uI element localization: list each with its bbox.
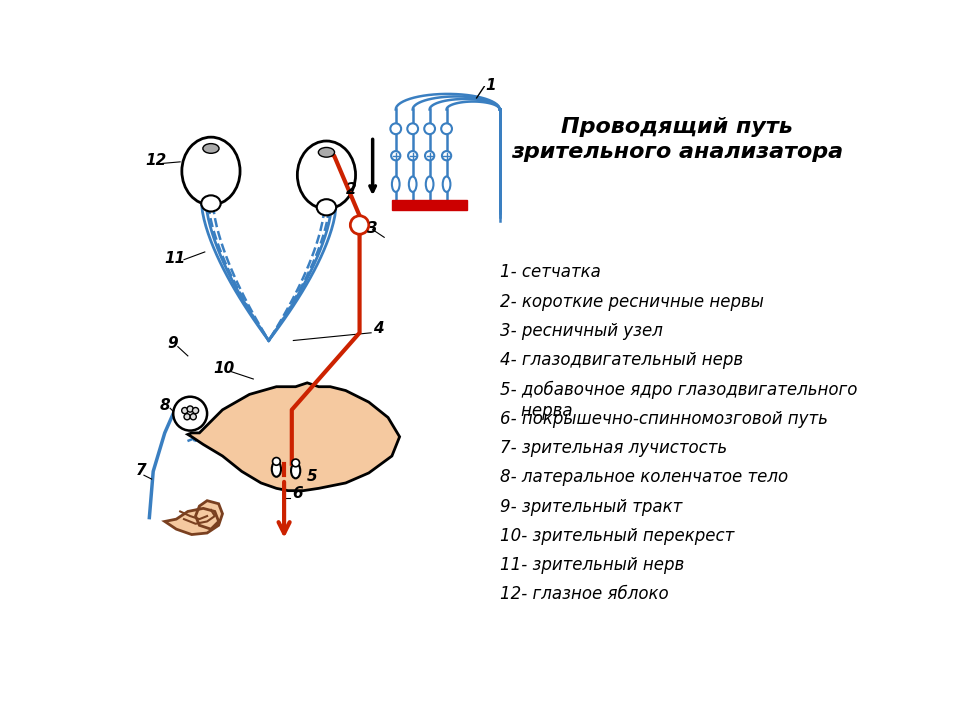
Text: 8- латеральное коленчатое тело: 8- латеральное коленчатое тело	[500, 468, 788, 486]
Circle shape	[273, 457, 280, 465]
Circle shape	[173, 397, 207, 431]
Polygon shape	[188, 383, 399, 490]
Text: 12- глазное яблоко: 12- глазное яблоко	[500, 585, 668, 603]
Text: 3: 3	[368, 221, 378, 235]
Text: 4- глазодвигательный нерв: 4- глазодвигательный нерв	[500, 351, 743, 369]
Circle shape	[350, 216, 369, 234]
Circle shape	[192, 408, 199, 414]
Circle shape	[407, 123, 418, 134]
Text: 2: 2	[346, 182, 356, 197]
Text: 10: 10	[213, 361, 234, 376]
Ellipse shape	[409, 176, 417, 192]
Circle shape	[442, 123, 452, 134]
Ellipse shape	[319, 148, 334, 157]
Ellipse shape	[272, 462, 281, 477]
Text: 9- зрительный тракт: 9- зрительный тракт	[500, 498, 682, 516]
Circle shape	[408, 151, 418, 161]
Text: 11- зрительный нерв: 11- зрительный нерв	[500, 556, 684, 574]
FancyBboxPatch shape	[392, 200, 468, 210]
Text: 4: 4	[372, 321, 383, 336]
Text: 3- ресничный узел: 3- ресничный узел	[500, 322, 662, 340]
Text: 5- добавочное ядро глазодвигательного
    нерва: 5- добавочное ядро глазодвигательного не…	[500, 381, 857, 420]
Text: 1- сетчатка: 1- сетчатка	[500, 264, 601, 282]
Text: 2- короткие ресничные нервы: 2- короткие ресничные нервы	[500, 293, 763, 311]
Circle shape	[425, 151, 434, 161]
Circle shape	[292, 459, 300, 467]
Text: 9: 9	[167, 336, 178, 351]
Circle shape	[184, 414, 190, 420]
Text: 1: 1	[486, 78, 496, 94]
Circle shape	[424, 123, 435, 134]
Ellipse shape	[443, 176, 450, 192]
Text: 11: 11	[165, 251, 186, 266]
Circle shape	[190, 414, 197, 420]
Ellipse shape	[202, 195, 221, 212]
Circle shape	[181, 408, 188, 414]
Text: 10- зрительный перекрест: 10- зрительный перекрест	[500, 527, 734, 545]
Polygon shape	[165, 500, 223, 534]
Ellipse shape	[203, 143, 219, 153]
Circle shape	[391, 123, 401, 134]
Ellipse shape	[298, 141, 355, 209]
Text: 7- зрительная лучистость: 7- зрительная лучистость	[500, 439, 727, 457]
Circle shape	[442, 151, 451, 161]
Circle shape	[187, 406, 193, 412]
Circle shape	[391, 151, 400, 161]
Text: 7: 7	[136, 463, 147, 478]
Ellipse shape	[291, 463, 300, 478]
Ellipse shape	[426, 176, 434, 192]
Ellipse shape	[392, 176, 399, 192]
Text: 6: 6	[292, 486, 302, 501]
Ellipse shape	[181, 137, 240, 205]
Text: 12: 12	[146, 153, 167, 168]
Text: Проводящий путь
зрительного анализатора: Проводящий путь зрительного анализатора	[511, 117, 843, 162]
Text: 5: 5	[307, 469, 318, 484]
Text: 6- покрышечно-спинномозговой путь: 6- покрышечно-спинномозговой путь	[500, 410, 828, 428]
Ellipse shape	[317, 199, 336, 215]
Text: 8: 8	[159, 397, 170, 413]
